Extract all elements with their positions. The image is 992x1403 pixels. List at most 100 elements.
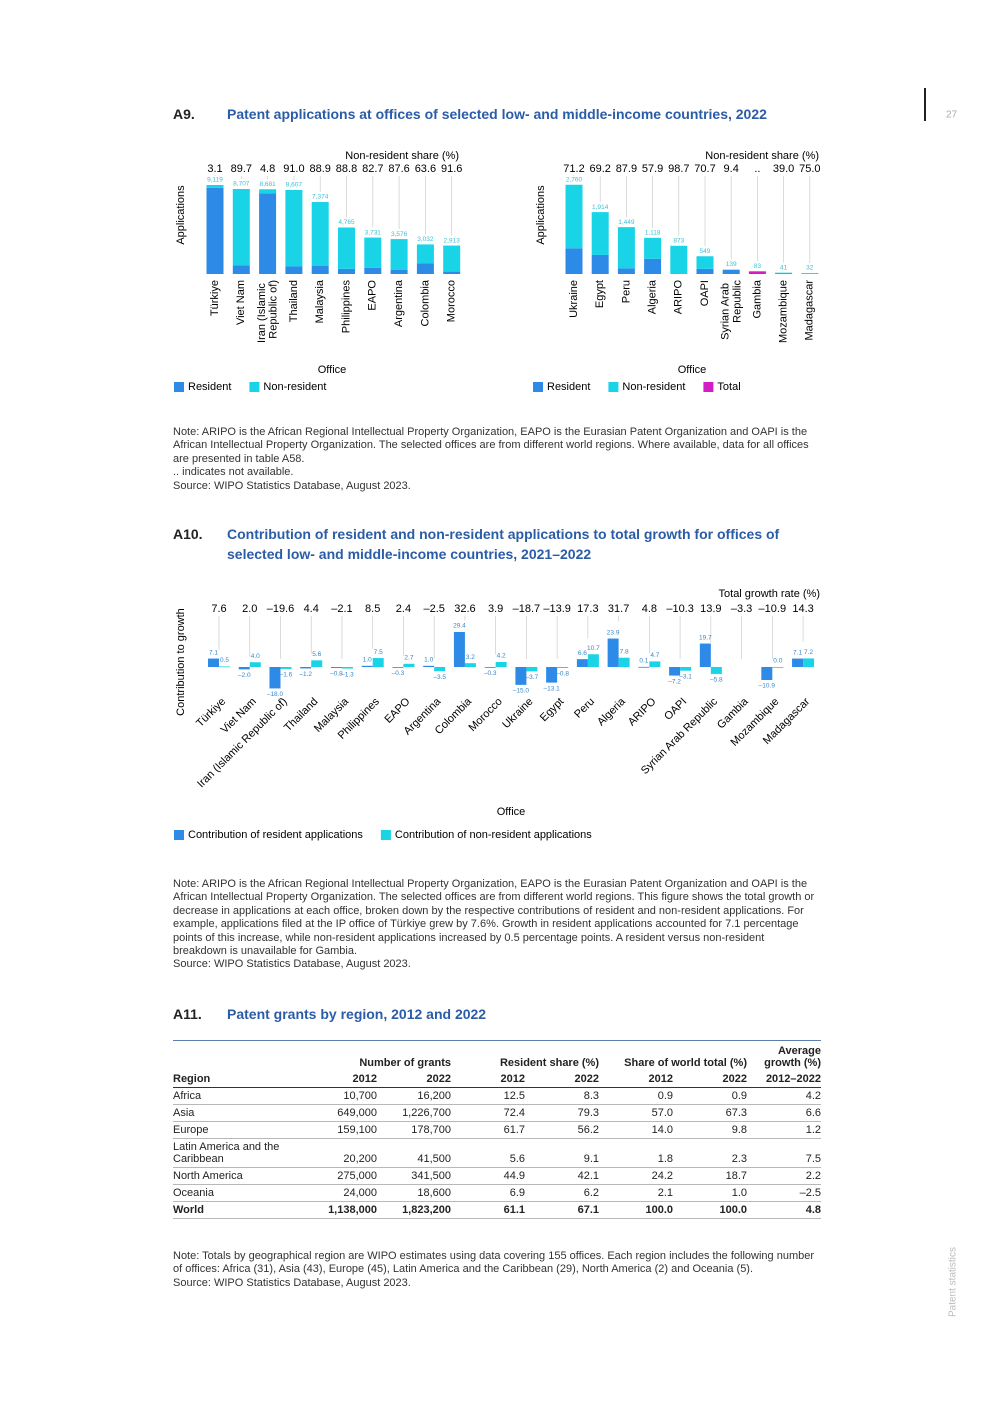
bar [515,667,527,685]
bar [269,667,281,689]
value-label: 19.7 [699,634,712,641]
total-label: 3,731 [365,229,382,236]
share-label: 3.1 [207,163,222,175]
bar [495,662,507,668]
x-tick-label: Algeria [647,279,659,314]
table-cell: 24.2 [599,1167,673,1185]
bar-segment [565,184,583,249]
table-cell: 178,700 [377,1121,451,1139]
value-label: 4.2 [497,653,506,660]
table-cell: 12.5 [451,1087,525,1105]
legend-label: Non-resident [622,381,685,393]
total-label: –19.6 [267,603,295,615]
table-cell: 42.1 [525,1167,599,1185]
bar-segment [311,266,329,274]
value-label: –3.5 [433,674,446,681]
legend-swatch [608,382,619,392]
legend-swatch [703,382,714,392]
note-paragraph: Note: ARIPO is the African Regional Inte… [173,426,809,465]
bar [546,667,558,683]
bar [557,667,569,668]
top-row-header: Non-resident share (%) [705,150,819,162]
x-tick-label: Peru [620,280,632,303]
value-label: –1.2 [299,671,312,678]
total-label: 549 [700,248,711,255]
bar-segment [644,258,662,274]
note-paragraph: Note: Totals by geographical region are … [173,1250,815,1276]
x-tick-label: Viet Nam [235,280,247,325]
bar [238,667,250,670]
bar [699,643,711,668]
value-label: 4.7 [650,652,659,659]
value-label: –0.8 [556,671,569,678]
table-cell: 2.1 [599,1184,673,1202]
total-label: 2,913 [444,237,461,244]
bar-segment [565,248,583,274]
table-cell: 61.1 [451,1201,525,1219]
bar-segment [443,245,461,272]
bar [392,667,404,668]
bar [311,660,323,668]
table-cell: 16,200 [377,1087,451,1105]
value-label: –0.8 [330,671,343,678]
x-tick-label: OAPI [699,280,711,306]
share-label: 89.7 [231,163,252,175]
value-label: 7.8 [620,648,629,655]
y-axis-label: Applications [535,185,547,245]
bar-segment [416,263,434,274]
total-label: 2.4 [396,603,411,615]
share-label: 82.7 [362,163,383,175]
table-cell: 7.5 [747,1138,821,1168]
x-tick-label: Ukraine [568,280,580,318]
grants-table: Number of grants Resident share (%) Share … [173,1040,821,1219]
value-label: 29.4 [453,623,466,630]
value-label: –3.1 [679,673,692,680]
table-cell: 14.0 [599,1121,673,1139]
share-label: 88.8 [336,163,357,175]
x-tick-label: Malaysia [314,279,326,323]
table-cell: 1,138,000 [303,1201,377,1219]
table-cell: 10,700 [303,1087,377,1105]
bar [300,667,312,669]
table-row: Africa 10,700 16,200 12.5 8.3 0.9 0.9 4.2 [173,1087,821,1105]
x-tick-label: Morocco [446,280,458,322]
value-label: –5.8 [710,677,723,684]
table-cell: 159,100 [303,1121,377,1139]
note-paragraph: Source: WIPO Statistics Database, August… [173,958,411,971]
value-label: 0.0 [773,658,782,665]
notes: Note: Totals by geographical region are … [173,1250,821,1290]
share-label: 4.8 [260,163,275,175]
table-cell: 275,000 [303,1167,377,1185]
bar-segment [696,256,714,269]
total-label: 8.5 [365,603,380,615]
bar [618,657,630,668]
total-label: 83 [754,263,762,270]
x-tick-label: Egypt [594,280,606,308]
table-cell: Latin America and the Caribbean [173,1138,303,1168]
column-header: 2012 [303,1071,377,1088]
total-label: 3,032 [417,236,434,243]
note-paragraph: .. indicates not available. [173,466,294,479]
value-label: –13.1 [543,685,560,692]
table-cell: 4.2 [747,1087,821,1105]
table-cell: 100.0 [673,1201,747,1219]
total-label: 4,765 [338,219,355,226]
value-label: 0.5 [220,657,229,664]
bar [792,658,804,668]
bar [372,658,384,668]
total-label: –2.5 [423,603,444,615]
share-label: 39.0 [773,163,794,175]
bar-segment [338,227,355,269]
legend-label: Non-resident [263,381,326,393]
bar-segment [232,265,250,274]
share-label: 87.9 [616,163,637,175]
value-label: 10.7 [587,645,600,652]
share-label: 70.7 [694,163,715,175]
table-cell: 18.7 [673,1167,747,1185]
total-label: 9,119 [207,177,223,184]
table-cell: 0.9 [673,1087,747,1105]
bar-segment [748,271,766,274]
bar-segment [259,193,277,274]
bar [638,666,650,668]
total-label: 3,576 [391,231,408,238]
